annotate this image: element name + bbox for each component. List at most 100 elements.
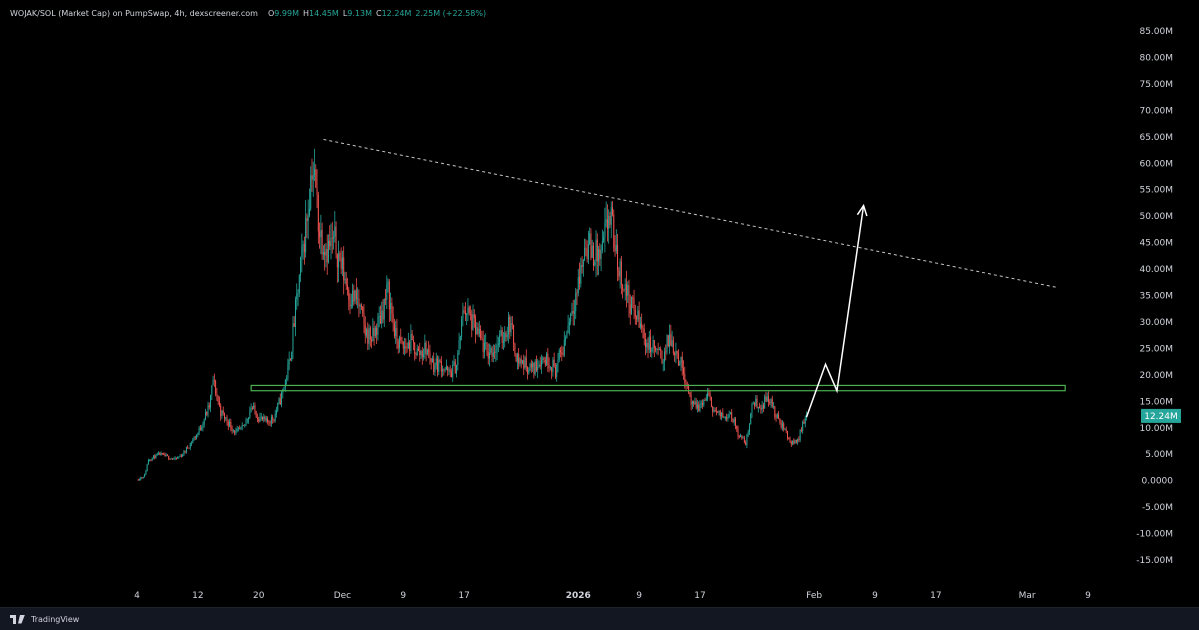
candle-body xyxy=(515,354,517,362)
candle-body xyxy=(378,315,380,317)
candle-body xyxy=(599,249,601,259)
candle-body xyxy=(330,237,332,247)
candle-body xyxy=(639,323,641,328)
candle-body xyxy=(289,359,291,361)
candle-body xyxy=(273,419,275,421)
candle-body xyxy=(449,369,451,373)
candle-body xyxy=(637,310,639,320)
candle-body xyxy=(225,417,227,419)
candle-body xyxy=(411,333,413,340)
candle-body xyxy=(213,380,215,382)
candle-body xyxy=(443,369,445,371)
candle-body xyxy=(778,414,780,419)
candle-body xyxy=(144,474,146,478)
candle-body xyxy=(656,349,658,351)
candle-body xyxy=(712,406,714,412)
candle-body xyxy=(255,411,257,418)
candle-body xyxy=(288,359,290,364)
candle-body xyxy=(471,314,473,330)
candle-body xyxy=(364,324,366,336)
candle-body xyxy=(663,351,665,362)
candle-body xyxy=(452,364,454,378)
candle-body xyxy=(263,416,265,420)
candle-body xyxy=(500,330,502,336)
candle-body xyxy=(717,411,719,413)
candle-body xyxy=(669,334,671,347)
candle-body xyxy=(172,458,174,460)
candle-body xyxy=(628,285,630,305)
candle-body xyxy=(160,452,162,456)
candle-body xyxy=(547,353,549,366)
candle-body xyxy=(387,281,389,285)
high-label: H xyxy=(302,9,309,18)
candle-body xyxy=(608,215,610,229)
candle-body xyxy=(210,394,212,408)
candle-body xyxy=(505,332,507,338)
candle-body xyxy=(348,289,350,300)
candle-body xyxy=(769,402,771,404)
candle-body xyxy=(581,265,583,267)
time-tick-label: 17 xyxy=(458,591,469,601)
candle-body xyxy=(723,417,725,419)
candle-body xyxy=(243,424,245,426)
candle-body xyxy=(702,402,704,406)
candle-body xyxy=(741,435,743,439)
candle-body xyxy=(373,327,375,337)
candle-body xyxy=(693,401,695,404)
candle-body xyxy=(684,373,686,383)
candle-body xyxy=(429,351,431,359)
candle-body xyxy=(203,419,205,424)
candle-body xyxy=(800,429,802,431)
candle-body xyxy=(764,396,766,409)
candle-body xyxy=(609,215,611,225)
candle-body xyxy=(771,399,773,407)
price-tick-label: 10.00M xyxy=(1139,424,1173,434)
candle-body xyxy=(625,284,627,296)
candle-body xyxy=(262,416,264,420)
price-tick-label: -15.00M xyxy=(1136,556,1173,566)
candle-body xyxy=(175,457,177,459)
candle-body xyxy=(267,418,269,422)
candle-body xyxy=(249,411,251,418)
resistance-trendline xyxy=(323,138,1058,289)
candle-body xyxy=(756,398,758,409)
candle-body xyxy=(425,342,427,355)
price-tick-label: 40.00M xyxy=(1139,265,1173,275)
candle-body xyxy=(511,323,513,325)
high-value: 14.45M xyxy=(309,9,339,18)
candle-body xyxy=(494,352,496,354)
candle-body xyxy=(159,452,161,456)
candle-body xyxy=(217,396,219,402)
candle-body xyxy=(709,394,711,397)
candle-body xyxy=(270,416,272,424)
price-chart[interactable]: 85.00M 80.00M 75.00M 70.00M 65.00M 60.00M 55.0… xyxy=(0,0,1199,607)
candle-body xyxy=(260,416,262,418)
candle-body xyxy=(468,307,470,314)
symbol-title: WOJAK/SOL (Market Cap) on PumpSwap, 4h, … xyxy=(10,9,258,18)
candle-body xyxy=(466,313,468,315)
candle-body xyxy=(605,219,607,223)
candle-body xyxy=(187,447,189,449)
candle-body xyxy=(757,406,759,409)
candle-body xyxy=(240,426,242,429)
candle-body xyxy=(410,333,412,351)
candle-body xyxy=(316,187,318,196)
candle-body xyxy=(759,406,761,409)
candle-body xyxy=(421,351,423,357)
candle-body xyxy=(307,215,309,221)
candle-body xyxy=(296,293,298,300)
candle-body xyxy=(676,350,678,354)
candle-body xyxy=(232,430,234,432)
candle-body xyxy=(305,218,307,253)
candle-body xyxy=(516,353,518,362)
candle-body xyxy=(792,440,794,445)
candle-body xyxy=(141,477,143,479)
candle-body xyxy=(360,305,362,308)
candle-body xyxy=(420,351,422,356)
candle-body xyxy=(552,359,554,373)
candle-body xyxy=(556,364,558,377)
price-tick-label: 35.00M xyxy=(1139,292,1173,302)
candle-body xyxy=(146,464,148,472)
tradingview-logo[interactable]: TradingView xyxy=(10,614,79,624)
price-tick-label: 25.00M xyxy=(1139,344,1173,354)
